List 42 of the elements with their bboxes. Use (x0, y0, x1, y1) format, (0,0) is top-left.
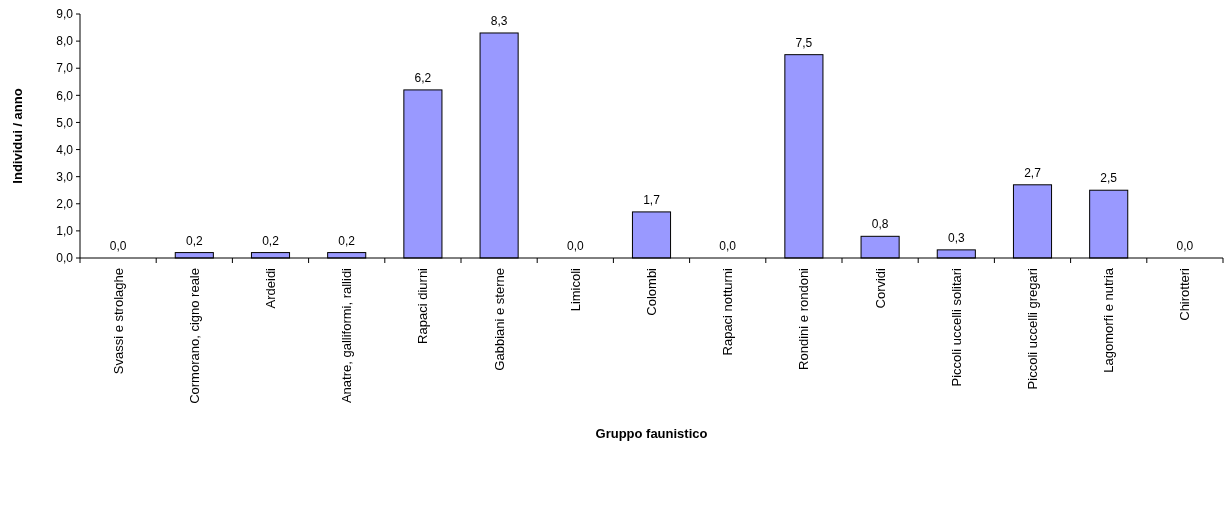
data-label: 0,0 (719, 239, 737, 253)
y-tick-label: 5,0 (56, 115, 74, 130)
x-tick-label: Limicoli (567, 267, 583, 312)
x-tick-label: Cormorano, cigno reale (186, 268, 202, 404)
x-tick-label: Gabbiani e sterne (491, 268, 507, 371)
data-label: 0,2 (338, 233, 356, 248)
data-label: 2,7 (1024, 165, 1042, 180)
y-tick-label: 6,0 (56, 88, 74, 103)
y-tick-label: 1,0 (56, 224, 74, 239)
y-axis-title: Individui / anno (10, 88, 25, 184)
data-label: 1,7 (643, 192, 661, 207)
x-tick-label: Piccoli uccelli solitari (948, 267, 964, 387)
y-tick-label: 8,0 (56, 34, 74, 49)
x-tick-label: Piccoli uccelli gregari (1025, 267, 1041, 390)
x-tick-label: Corvidi (872, 267, 888, 309)
data-label: 2,5 (1100, 171, 1118, 186)
y-tick-label: 3,0 (56, 169, 74, 184)
x-tick-label: Lagomorfi e nutria (1101, 267, 1117, 373)
data-label: 0,0 (1176, 239, 1194, 253)
data-label: 7,5 (795, 35, 813, 50)
data-label: 0,8 (871, 217, 889, 232)
y-tick-label: 2,0 (56, 196, 74, 211)
data-label: 0,2 (262, 233, 280, 248)
x-tick-label: Rapaci diurni (415, 267, 431, 344)
data-label: 8,3 (490, 13, 508, 28)
x-axis-title: Gruppo faunistico (595, 426, 708, 441)
data-label: 0,3 (947, 230, 965, 245)
y-tick-label: 4,0 (56, 142, 74, 157)
x-tick-label: Rapaci notturni (720, 267, 736, 356)
y-tick-label: 7,0 (56, 61, 74, 76)
x-tick-label: Svassi e strolaghe (110, 268, 126, 375)
data-label: 0,2 (185, 233, 203, 248)
x-tick-label: Rondini e rondoni (796, 267, 812, 370)
y-tick-label: 0,0 (56, 251, 74, 266)
x-tick-label: Ardeidi (263, 267, 279, 309)
data-label: 6,2 (414, 70, 432, 85)
y-tick-label: 9,0 (56, 7, 74, 22)
x-tick-label: Anatre, galliformi, rallidi (339, 267, 355, 404)
x-tick-label: Colombi (644, 267, 660, 316)
x-tick-label: Chirotteri (1177, 267, 1193, 321)
data-label: 0,0 (109, 239, 127, 253)
data-label: 0,0 (566, 239, 584, 253)
